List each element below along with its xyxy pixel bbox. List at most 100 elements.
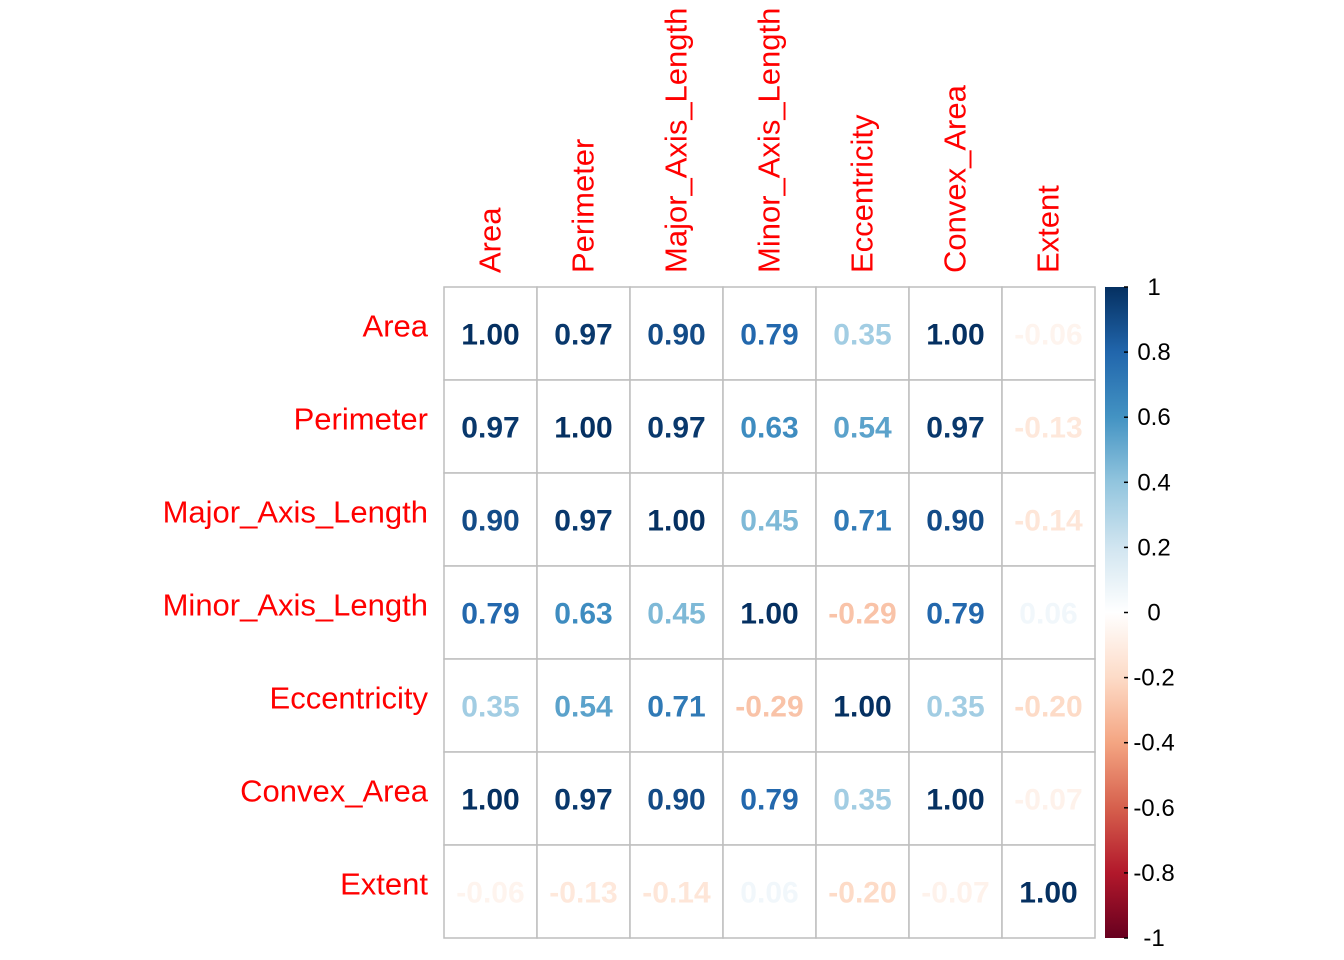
column-label-convex-area: Convex_Area	[938, 84, 973, 273]
cell-value-label: -0.29	[828, 598, 896, 631]
heatmap-cell	[536, 751, 631, 846]
column-label-extent: Extent	[1031, 185, 1066, 273]
colorbar-tick-label: -0.6	[1133, 795, 1174, 822]
heatmap-cell	[815, 751, 910, 846]
heatmap-cell	[629, 379, 724, 474]
matrix-cells: 1.00 0.97 0.90 0.79 0.35 1.00 -0.06 0.97 1.00 0.9…	[443, 286, 1096, 939]
cell-value-label: 1.00	[647, 505, 705, 538]
cell-value-label: 0.79	[740, 784, 798, 817]
colorbar-tick-label: 0.6	[1137, 404, 1170, 431]
cell-value-label: 0.90	[647, 319, 705, 352]
row-label-convex-area: Convex_Area	[240, 774, 429, 809]
row-labels: Area Perimeter Major_Axis_Length Minor_Axis…	[163, 309, 429, 902]
row-label-extent: Extent	[340, 867, 428, 902]
heatmap-cell	[1001, 379, 1096, 474]
cell-value-label: 0.35	[833, 319, 891, 352]
cell-value-label: 0.54	[554, 691, 613, 724]
heatmap-cell	[629, 472, 724, 567]
cell-value-label: 1.00	[461, 784, 519, 817]
heatmap-cell	[1001, 565, 1096, 660]
cell-value-label: 0.90	[461, 505, 519, 538]
cell-value-label: 0.97	[554, 784, 612, 817]
colorbar-tick-label: 0.4	[1137, 469, 1170, 496]
colorbar-tick-label: -0.2	[1133, 665, 1174, 692]
cell-value-label: 0.35	[926, 691, 984, 724]
cell-value-label: 0.79	[926, 598, 984, 631]
cell-value-label: -0.20	[1014, 691, 1082, 724]
cell-value-label: -0.13	[1014, 412, 1082, 445]
column-label-area: Area	[473, 207, 508, 273]
cell-value-label: -0.20	[828, 877, 896, 910]
cell-value-label: 0.97	[554, 505, 612, 538]
colorbar-gradient	[1105, 287, 1128, 938]
cell-value-label: -0.07	[1014, 784, 1082, 817]
heatmap-cell	[443, 286, 538, 381]
heatmap-cell	[722, 751, 817, 846]
cell-value-label: 1.00	[740, 598, 798, 631]
cell-value-label: 1.00	[461, 319, 519, 352]
cell-value-label: -0.06	[456, 877, 524, 910]
colorbar-tick-label: -1	[1143, 925, 1164, 952]
cell-value-label: -0.14	[642, 877, 711, 910]
heatmap-cell	[722, 472, 817, 567]
cell-value-label: 0.97	[461, 412, 519, 445]
heatmap-cell	[908, 286, 1003, 381]
heatmap-cell	[815, 379, 910, 474]
cell-value-label: 0.06	[740, 877, 798, 910]
cell-value-label: 0.97	[554, 319, 612, 352]
cell-value-label: 0.79	[740, 319, 798, 352]
cell-value-label: 0.71	[833, 505, 891, 538]
cell-value-label: 0.97	[926, 412, 984, 445]
heatmap-cell	[629, 658, 724, 753]
heatmap-cell	[815, 844, 910, 939]
colorbar-tick-label: -0.8	[1133, 860, 1174, 887]
cell-value-label: -0.06	[1014, 319, 1082, 352]
heatmap-cell	[629, 286, 724, 381]
cell-value-label: 0.35	[461, 691, 519, 724]
row-label-area: Area	[363, 309, 429, 344]
cell-value-label: -0.29	[735, 691, 803, 724]
cell-value-label: 0.79	[461, 598, 519, 631]
colorbar-tick-label: 1	[1147, 274, 1160, 301]
heatmap-cell	[722, 844, 817, 939]
colorbar-tick-label: 0.8	[1137, 339, 1170, 366]
colorbar-legend: 1 0.8 0.6 0.4 0.2 0 -0.2 -0.4 -0.6 -0.8 -1	[1105, 274, 1175, 952]
heatmap-cell	[908, 565, 1003, 660]
heatmap-cell	[443, 565, 538, 660]
cell-value-label: 1.00	[926, 319, 984, 352]
cell-value-label: 0.97	[647, 412, 705, 445]
cell-value-label: -0.14	[1014, 505, 1083, 538]
colorbar-tick-label: 0.2	[1137, 534, 1170, 561]
heatmap-cell	[1001, 844, 1096, 939]
heatmap-cell	[815, 472, 910, 567]
column-label-perimeter: Perimeter	[566, 139, 601, 273]
heatmap-cell	[443, 844, 538, 939]
cell-value-label: 0.90	[926, 505, 984, 538]
heatmap-cell	[629, 844, 724, 939]
heatmap-cell	[536, 286, 631, 381]
heatmap-cell	[536, 472, 631, 567]
cell-value-label: 0.35	[833, 784, 891, 817]
column-labels: Area Perimeter Major_Axis_Length Minor_Axis…	[473, 8, 1066, 273]
colorbar-tick-label: -0.4	[1133, 730, 1174, 757]
row-label-perimeter: Perimeter	[294, 402, 428, 437]
heatmap-cell	[1001, 751, 1096, 846]
column-label-major-axis-length: Major_Axis_Length	[659, 8, 694, 273]
cell-value-label: 0.54	[833, 412, 892, 445]
cell-value-label: 0.63	[554, 598, 612, 631]
cell-value-label: -0.07	[921, 877, 989, 910]
cell-value-label: 0.45	[740, 505, 798, 538]
heatmap-cell	[536, 565, 631, 660]
colorbar-tick-label: 0	[1147, 600, 1160, 627]
cell-value-label: 0.45	[647, 598, 705, 631]
cell-value-label: 0.90	[647, 784, 705, 817]
column-label-minor-axis-length: Minor_Axis_Length	[752, 8, 787, 273]
column-label-eccentricity: Eccentricity	[845, 114, 880, 273]
cell-value-label: 0.71	[647, 691, 705, 724]
cell-value-label: 1.00	[833, 691, 891, 724]
heatmap-cell	[443, 379, 538, 474]
heatmap-cell	[443, 658, 538, 753]
cell-value-label: 0.06	[1019, 598, 1077, 631]
row-label-minor-axis-length: Minor_Axis_Length	[163, 588, 428, 623]
